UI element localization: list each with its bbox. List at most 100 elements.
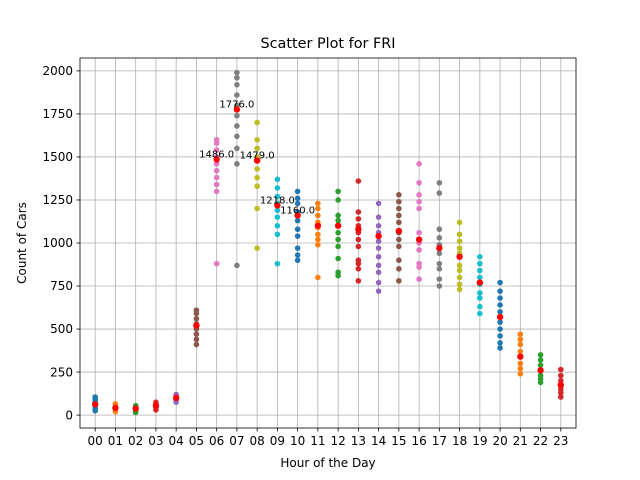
- data-point: [254, 183, 260, 190]
- data-point: [416, 205, 422, 212]
- data-point: [294, 233, 301, 239]
- data-point: [234, 262, 240, 269]
- mean-marker: [274, 202, 281, 209]
- data-point: [213, 181, 220, 188]
- y-tick-label: 1500: [42, 150, 73, 164]
- x-tick-label: 16: [411, 434, 426, 448]
- data-point: [274, 260, 281, 267]
- data-point: [213, 174, 220, 181]
- data-point: [456, 262, 463, 269]
- y-tick-label: 1000: [42, 236, 73, 250]
- x-tick-label: 22: [533, 434, 548, 448]
- data-point: [436, 179, 443, 186]
- x-tick-label: 11: [310, 434, 325, 448]
- data-point: [375, 262, 382, 269]
- y-tick-label: 750: [50, 279, 73, 293]
- data-point: [416, 161, 422, 167]
- data-point: [274, 222, 281, 229]
- data-point: [274, 231, 281, 238]
- data-point: [396, 236, 402, 243]
- annotation-label: 1218.0: [260, 195, 295, 206]
- y-tick-label: 1250: [42, 193, 73, 207]
- data-point: [294, 195, 301, 202]
- data-point: [416, 276, 422, 282]
- data-point: [294, 252, 301, 258]
- data-point: [416, 179, 422, 186]
- x-tick-label: 20: [492, 434, 507, 448]
- data-point: [375, 245, 382, 251]
- data-point: [274, 214, 281, 220]
- x-tick-label: 04: [169, 434, 184, 448]
- x-tick-label: 15: [391, 434, 406, 448]
- data-point: [497, 340, 503, 346]
- y-axis-ticks: 0 250 500 750 1000 1250 1500 1750 2000: [42, 64, 80, 422]
- data-point: [477, 303, 483, 310]
- y-tick-label: 500: [50, 322, 73, 336]
- data-point: [294, 217, 301, 224]
- y-axis-label: Count of Cars: [15, 202, 29, 284]
- mean-marker: [517, 353, 524, 360]
- x-tick-label: 14: [371, 434, 386, 448]
- data-point: [355, 243, 362, 250]
- data-point: [537, 372, 544, 379]
- y-tick-label: 250: [50, 365, 73, 379]
- data-point: [254, 245, 260, 251]
- data-point: [396, 278, 402, 284]
- data-point: [234, 81, 240, 88]
- data-point: [274, 193, 281, 200]
- data-point: [517, 370, 524, 377]
- data-point: [254, 119, 260, 126]
- data-point: [335, 217, 341, 224]
- grid: [80, 58, 576, 428]
- data-point: [477, 295, 483, 301]
- data-point: [396, 219, 402, 226]
- data-point: [497, 333, 503, 339]
- data-point: [335, 236, 341, 243]
- x-tick-label: 12: [330, 434, 345, 448]
- mean-marker: [557, 381, 565, 389]
- data-point: [92, 394, 98, 400]
- data-point: [294, 245, 301, 251]
- data-point: [274, 207, 281, 214]
- data-point: [517, 331, 524, 338]
- mean-marker: [213, 156, 220, 163]
- data-point: [477, 290, 483, 296]
- data-point: [456, 274, 463, 281]
- data-point: [375, 288, 382, 294]
- data-point: [497, 302, 503, 308]
- x-tick-label: 03: [148, 434, 163, 448]
- data-point: [315, 205, 321, 212]
- mean-marker: [476, 279, 484, 286]
- data-point: [375, 238, 382, 245]
- data-point: [396, 257, 402, 264]
- data-point: [497, 345, 503, 351]
- data-point: [234, 74, 240, 81]
- data-point: [213, 147, 220, 153]
- data-point: [497, 295, 503, 301]
- x-axis-label: Hour of the Day: [280, 456, 375, 470]
- data-point: [396, 212, 402, 219]
- data-point: [213, 136, 220, 143]
- data-point: [315, 231, 321, 238]
- data-point: [193, 307, 200, 313]
- data-point: [294, 257, 301, 264]
- data-point: [456, 219, 463, 226]
- mean-marker: [112, 404, 119, 412]
- data-point: [355, 209, 362, 215]
- data-point: [477, 260, 483, 267]
- data-point: [436, 226, 443, 233]
- data-point: [436, 260, 443, 267]
- data-point: [294, 200, 301, 207]
- mean-marker: [375, 232, 382, 240]
- data-point: [436, 235, 443, 241]
- mean-marker: [395, 227, 403, 235]
- data-point: [456, 267, 463, 274]
- data-point: [315, 236, 321, 243]
- data-point: [294, 226, 301, 233]
- x-tick-label: 01: [108, 434, 123, 448]
- data-point: [335, 188, 341, 195]
- data-point: [213, 188, 220, 195]
- y-tick-label: 2000: [42, 64, 73, 78]
- data-point: [234, 123, 240, 129]
